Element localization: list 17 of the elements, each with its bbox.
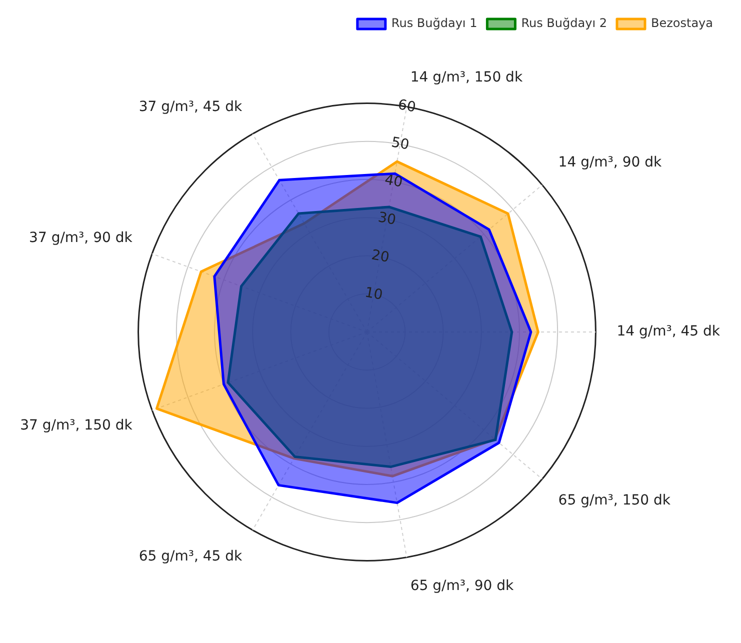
spoke-label: 65 g/m³, 90 dk — [410, 578, 515, 594]
spoke-label: 14 g/m³, 150 dk — [410, 69, 524, 86]
spoke-label: 14 g/m³, 45 dk — [616, 324, 721, 340]
y-tick-label: 30 — [376, 210, 398, 228]
y-tick-label: 10 — [364, 284, 384, 304]
legend-label: Rus Buğdayı 1 — [391, 16, 478, 30]
spoke-label: 65 g/m³, 150 dk — [558, 492, 672, 509]
legend-label: Rus Buğdayı 2 — [521, 16, 607, 30]
spoke-label: 37 g/m³, 150 dk — [20, 417, 134, 434]
y-tick-label: 50 — [390, 134, 410, 154]
spoke-label: 65 g/m³, 45 dk — [138, 548, 244, 564]
spoke-label: 14 g/m³, 90 dk — [558, 154, 662, 171]
spoke-label: 37 g/m³, 45 dk — [138, 98, 244, 115]
y-tick-label: 20 — [370, 247, 390, 266]
y-tick-label: 40 — [383, 172, 404, 191]
spoke-label: 37 g/m³, 90 dk — [29, 230, 134, 246]
legend-label: Bezostaya — [650, 16, 714, 30]
